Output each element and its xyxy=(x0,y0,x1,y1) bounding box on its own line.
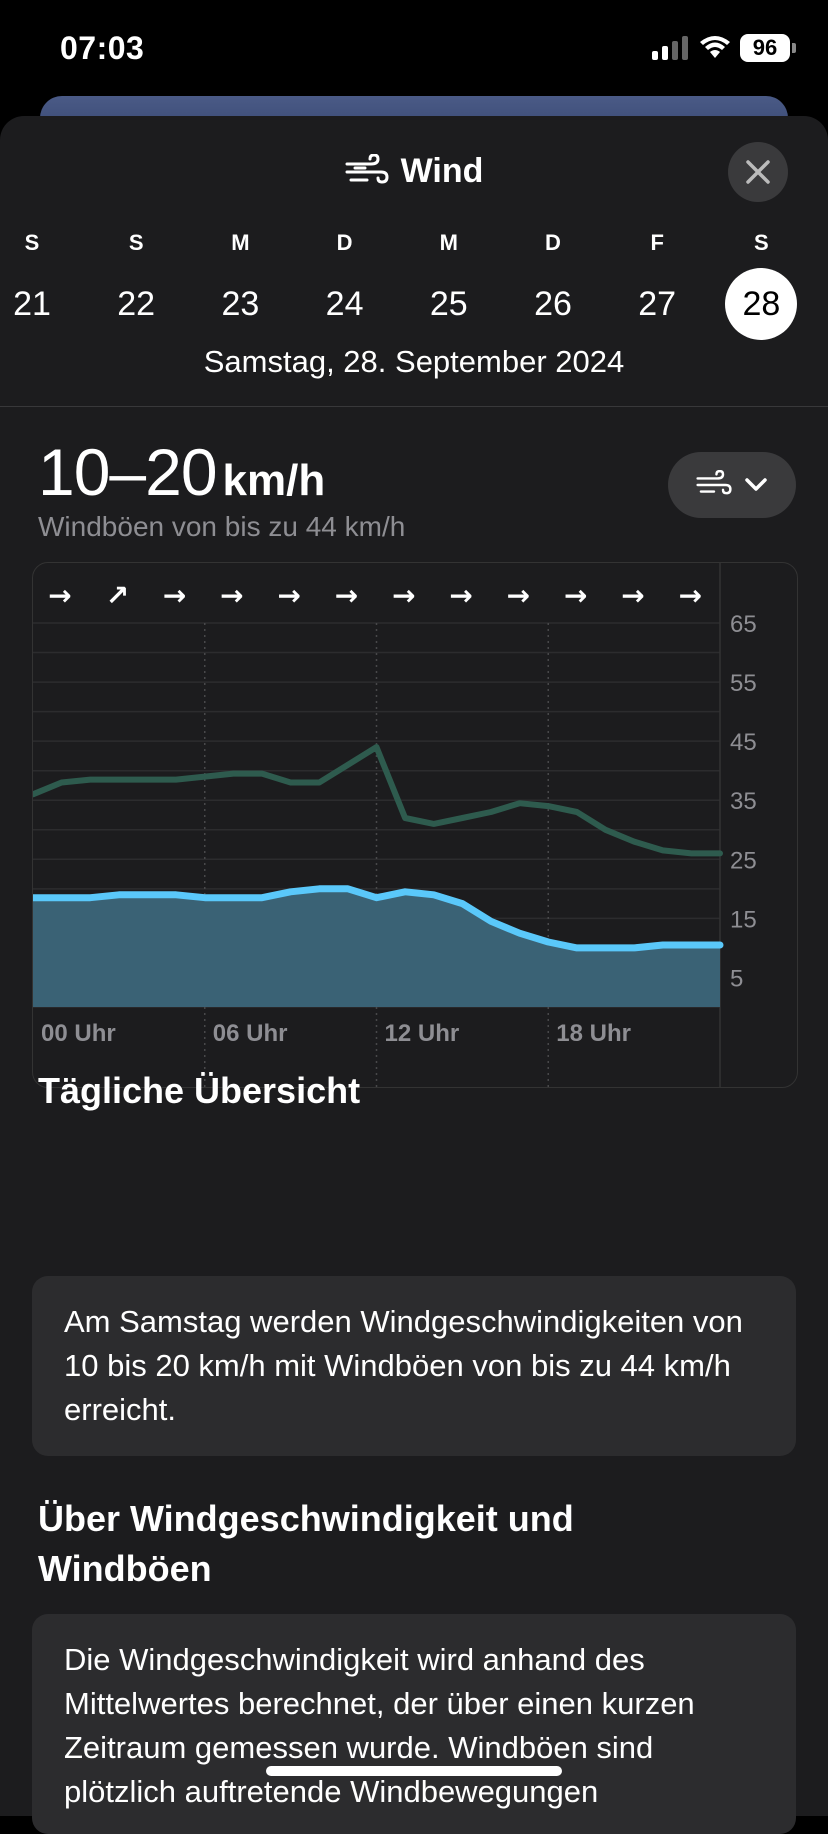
day-number: 26 xyxy=(534,285,572,323)
gust-series-line xyxy=(30,744,723,857)
wind-direction-arrow-icon: → xyxy=(621,579,644,612)
x-tick-label: 06 Uhr xyxy=(213,1020,288,1047)
wind-direction-arrow-icon: → xyxy=(564,579,587,612)
y-tick-label: 15 xyxy=(730,906,757,933)
day-24[interactable]: D 24 xyxy=(305,228,385,340)
day-selector: S 21 S 22 M 23 D 24 M 25 D 26 F 27 S 28 xyxy=(0,228,828,340)
y-tick-label: 25 xyxy=(730,847,757,874)
y-tick-label: 5 xyxy=(730,965,743,992)
wind-direction-arrow-icon: → xyxy=(679,579,702,612)
wind-direction-arrow-icon: ↗ xyxy=(106,579,129,612)
x-tick-label: 12 Uhr xyxy=(385,1020,460,1047)
day-weekday: S xyxy=(24,230,40,255)
wind-icon xyxy=(345,153,389,184)
wind-speed-range: 10–20 km/h xyxy=(38,434,325,510)
status-bar: 07:03 96 xyxy=(0,0,828,100)
day-number: 23 xyxy=(221,285,260,323)
day-number: 28 xyxy=(725,268,798,340)
y-tick-label: 65 xyxy=(730,611,757,638)
close-icon xyxy=(746,160,770,184)
wind-chart-svg: 65 55 45 35 25 15 5 00 Uhr 06 Uhr 12 Uhr 18 Uhr → ↗ →… xyxy=(29,563,757,1087)
day-weekday: S xyxy=(754,230,769,255)
wind-chart[interactable]: 65 55 45 35 25 15 5 00 Uhr 06 Uhr 12 Uhr 18 Uhr → ↗ →… xyxy=(29,562,798,1088)
day-28[interactable]: S 28 xyxy=(721,228,801,340)
speed-range-value: 10–20 xyxy=(38,435,218,509)
daily-overview-heading: Tägliche Übersicht xyxy=(38,1070,361,1111)
speed-series-area xyxy=(33,888,720,1007)
wind-direction-arrow-icon: → xyxy=(449,579,472,612)
day-22[interactable]: S 22 xyxy=(96,228,176,340)
speed-unit: km/h xyxy=(222,456,326,505)
day-27[interactable]: F 27 xyxy=(617,228,697,340)
close-button[interactable] xyxy=(728,142,788,202)
day-number: 24 xyxy=(325,285,364,323)
home-indicator[interactable] xyxy=(266,1766,562,1776)
gust-summary: Windböen von bis zu 44 km/h xyxy=(38,511,406,542)
day-number: 22 xyxy=(117,285,156,323)
wind-direction-arrow-icon: → xyxy=(220,579,243,612)
day-23[interactable]: M 23 xyxy=(200,228,280,340)
sheet-title: Wind xyxy=(0,152,828,199)
wind-direction-arrow-icon: → xyxy=(392,579,415,612)
day-weekday: D xyxy=(336,230,353,255)
wind-direction-arrow-icon: → xyxy=(507,579,530,612)
chevron-down-icon xyxy=(745,478,767,491)
wind-direction-arrow-icon: → xyxy=(48,579,71,612)
day-number: 25 xyxy=(429,285,468,323)
selected-date-label: Samstag, 28. September 2024 xyxy=(203,344,625,379)
wind-direction-arrow-icon: → xyxy=(335,579,358,612)
day-weekday: M xyxy=(231,230,250,255)
day-26[interactable]: D 26 xyxy=(513,228,593,340)
sheet-header: Wind xyxy=(0,116,828,202)
x-tick-label: 18 Uhr xyxy=(556,1020,631,1047)
speed-series-line xyxy=(29,885,724,952)
y-tick-label: 45 xyxy=(730,729,757,756)
daily-overview-text: Am Samstag werden Windgeschwindigkeiten … xyxy=(64,1304,743,1427)
y-tick-label: 35 xyxy=(730,788,757,815)
about-heading: Über Windgeschwindigkeit und Windböen xyxy=(38,1498,574,1589)
day-weekday: S xyxy=(128,230,144,255)
day-weekday: M xyxy=(439,230,458,255)
day-25[interactable]: M 25 xyxy=(409,228,489,340)
status-time: 07:03 xyxy=(60,30,145,66)
wind-direction-arrow-icon: → xyxy=(163,579,186,612)
wind-direction-arrow-icon: → xyxy=(277,579,300,612)
day-number: 27 xyxy=(638,285,677,323)
battery-tip xyxy=(792,43,796,53)
wind-icon xyxy=(696,470,732,495)
about-card: Die Windgeschwindigkeit wird anhand des … xyxy=(32,1614,796,1834)
title-text: Wind xyxy=(400,152,484,190)
battery-indicator: 96 xyxy=(740,34,790,62)
x-tick-label: 00 Uhr xyxy=(41,1020,116,1047)
divider xyxy=(0,406,828,407)
wifi-icon xyxy=(700,36,730,58)
daily-overview-card: Am Samstag werden Windgeschwindigkeiten … xyxy=(32,1276,796,1456)
y-tick-label: 55 xyxy=(730,670,757,697)
metric-menu-button[interactable] xyxy=(668,452,796,518)
day-weekday: D xyxy=(545,230,561,255)
cellular-signal-icon xyxy=(652,36,690,60)
day-21[interactable]: S 21 xyxy=(0,228,72,340)
day-weekday: F xyxy=(650,230,664,255)
wind-sheet: Wind S 21 S 22 M 23 D 24 M 25 D 26 F 27 S 28 Samstag, 2… xyxy=(0,116,828,1834)
about-text: Die Windgeschwindigkeit wird anhand des … xyxy=(64,1642,695,1809)
day-number: 21 xyxy=(13,285,51,323)
